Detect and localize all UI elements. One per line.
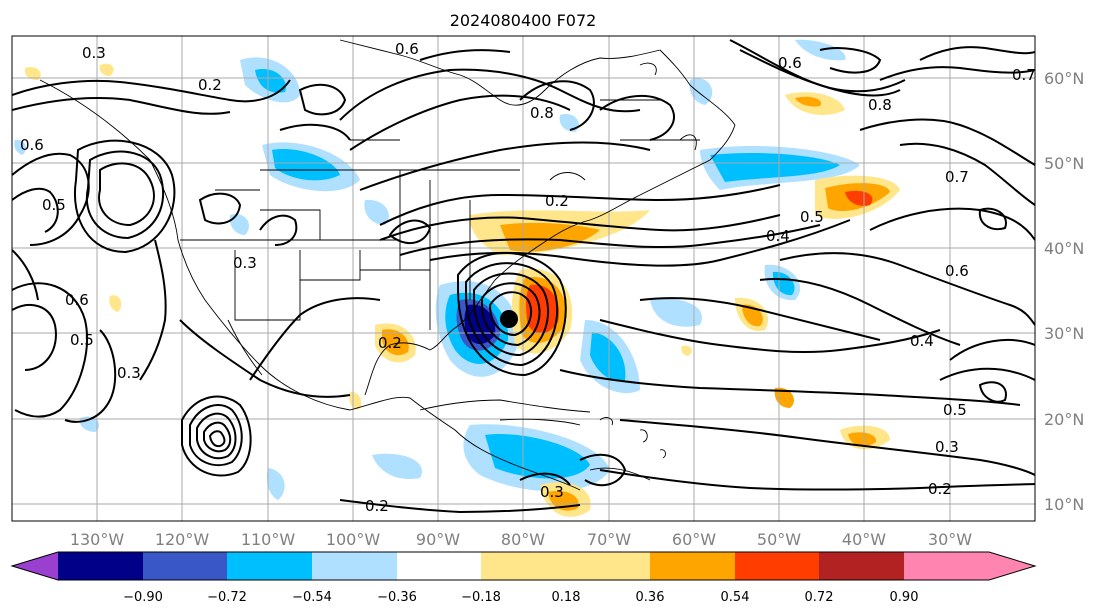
lon-tick-label: 110°W [241,530,296,549]
colorbar-bin [58,552,143,580]
coastlines [39,39,736,491]
contour-label: 0.4 [910,332,934,350]
lon-tick-label: 70°W [587,530,631,549]
colorbar-bin [904,552,989,580]
contour-label: 0.6 [20,136,44,154]
lon-tick-label: 80°W [501,530,545,549]
contour-label: 0.3 [935,438,959,456]
colorbar-tick-label: 0.18 [552,590,581,605]
contour-label: 0.2 [198,76,222,94]
map-frame [11,35,1036,522]
colorbar-bin [143,552,227,580]
longitude-labels: 130°W 120°W 110°W 100°W 90°W 80°W 70°W 6… [70,530,972,549]
colorbar-bin [397,552,481,580]
lon-tick-label: 90°W [416,530,460,549]
colorbar-tick-label: −0.90 [123,590,163,605]
contour-label: 0.8 [530,104,554,122]
colorbar-labels: −0.90 −0.72 −0.54 −0.36 −0.18 0.18 0.36 … [123,590,918,605]
contour-label: 0.4 [766,227,790,245]
colorbar-bin [735,552,819,580]
contour-label: 0.7 [1012,66,1036,84]
contour-label: 0.3 [233,254,257,272]
contours [12,39,1035,514]
contour-label: 0.3 [82,44,106,62]
colorbar-outline [10,551,1037,581]
contour-label: 0.5 [42,196,66,214]
colorbar [10,551,1037,581]
map-panel: 0.6 0.3 0.2 0.8 0.6 0.2 0.5 0.4 0.5 0.7 … [12,36,1036,521]
colorbar-low-extension [12,552,58,580]
contour-label: 0.2 [365,497,389,515]
latitude-labels: 60°N 50°N 40°N 30°N 20°N 10°N [1044,69,1084,514]
contour-label: 0.8 [868,96,892,114]
colorbar-tick-label: −0.72 [207,590,247,605]
colorbar-bin [650,552,735,580]
graticule [12,36,1035,521]
lat-tick-label: 30°N [1044,324,1084,343]
lat-tick-label: 10°N [1044,495,1084,514]
lat-tick-label: 40°N [1044,239,1084,258]
colorbar-tick-label: 0.36 [636,590,665,605]
contour-label: 0.6 [945,262,969,280]
map-title: 2024080400 F072 [450,11,597,30]
lat-tick-label: 50°N [1044,154,1084,173]
contour-label: 0.2 [928,480,952,498]
colorbar-tick-label: 0.54 [721,590,750,605]
colorbar-bin [312,552,397,580]
contour-label: 0.6 [778,54,802,72]
cyclone-center-marker [500,310,518,328]
contour-label: 0.3 [117,364,141,382]
colorbar-tick-label: −0.18 [461,590,501,605]
colorbar-tick-label: −0.36 [377,590,417,605]
colorbar-high-extension [989,552,1035,580]
contour-label: 0.5 [70,331,94,349]
lat-tick-label: 20°N [1044,410,1084,429]
colorbar-bin [481,552,650,580]
lon-tick-label: 30°W [928,530,972,549]
contour-label: 0.2 [545,192,569,210]
colorbar-bin [819,552,904,580]
contour-label: 0.3 [540,483,564,501]
colorbar-bin [227,552,312,580]
lon-tick-label: 130°W [70,530,125,549]
contour-label: 0.5 [943,401,967,419]
contour-label: 0.2 [378,334,402,352]
colorbar-tick-label: 0.90 [890,590,919,605]
lon-tick-label: 100°W [326,530,381,549]
lon-tick-label: 120°W [155,530,210,549]
lat-tick-label: 60°N [1044,69,1084,88]
contour-label: 0.6 [395,40,419,58]
lon-tick-label: 40°W [842,530,886,549]
contour-labels: 0.6 0.3 0.2 0.8 0.6 0.2 0.5 0.4 0.5 0.7 … [20,40,1036,515]
colorbar-tick-label: −0.54 [292,590,332,605]
shaded-fields [14,39,900,517]
contour-label: 0.5 [800,208,824,226]
lon-tick-label: 60°W [672,530,716,549]
contour-label: 0.6 [65,291,89,309]
contour-label: 0.7 [945,168,969,186]
colorbar-tick-label: 0.72 [805,590,834,605]
lon-tick-label: 50°W [757,530,801,549]
